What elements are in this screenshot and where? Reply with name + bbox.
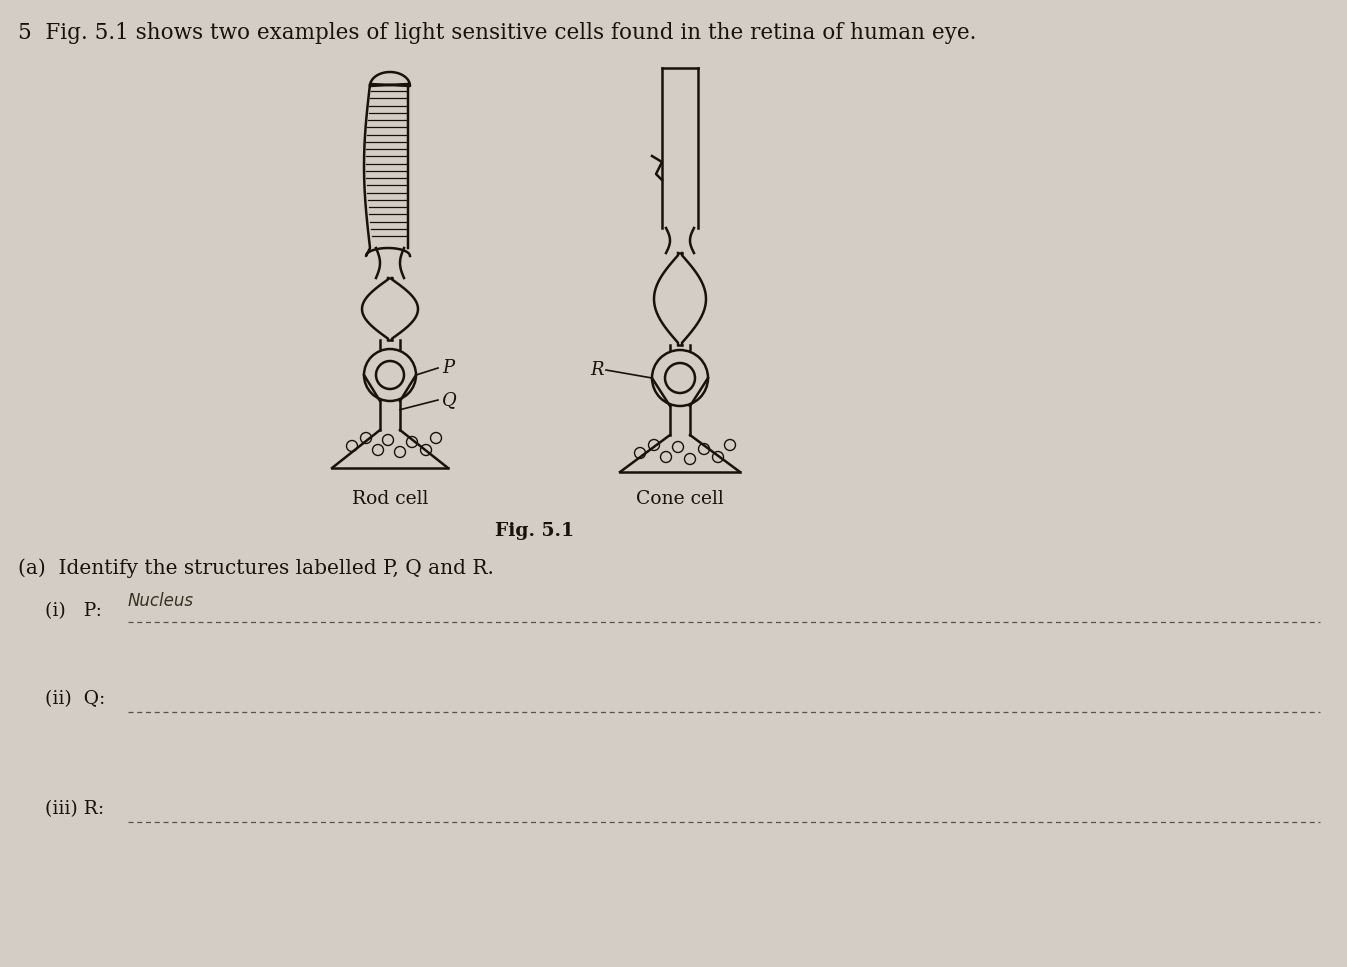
Text: R: R [590,361,603,379]
Text: (a)  Identify the structures labelled P, Q and R.: (a) Identify the structures labelled P, … [18,558,494,577]
Text: (iii) R:: (iii) R: [44,800,110,818]
Text: Rod cell: Rod cell [352,490,428,508]
Text: Fig. 5.1: Fig. 5.1 [496,522,575,540]
Text: Q: Q [442,391,457,409]
Text: Nucleus: Nucleus [128,592,194,610]
Text: P: P [442,359,454,377]
Text: (i)   P:: (i) P: [44,602,108,620]
Text: (ii)  Q:: (ii) Q: [44,690,112,708]
Text: 5  Fig. 5.1 shows two examples of light sensitive cells found in the retina of h: 5 Fig. 5.1 shows two examples of light s… [18,22,977,44]
Text: Cone cell: Cone cell [636,490,723,508]
